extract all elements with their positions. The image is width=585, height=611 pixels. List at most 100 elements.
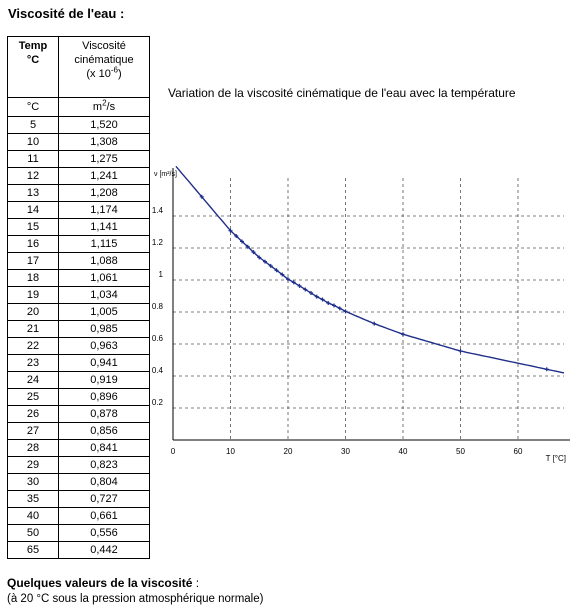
cell-viscosity: 0,661 (58, 507, 150, 525)
chart-title: Variation de la viscosité cinématique de… (168, 86, 516, 100)
x-tick-label: 0 (171, 447, 176, 456)
data-point (320, 297, 325, 302)
cell-temperature: 28 (7, 439, 59, 457)
cell-viscosity: 0,985 (58, 320, 150, 338)
table-row: 25 0,896 (7, 388, 150, 406)
cell-viscosity: 1,061 (58, 269, 150, 287)
cell-temperature: 5 (7, 116, 59, 134)
cell-viscosity: 0,823 (58, 456, 150, 474)
cell-temperature: 22 (7, 337, 59, 355)
table-body: 5 1,520 10 1,308 11 1,275 12 1,241 13 1,208 14 1,17… (7, 116, 150, 559)
table-header-row: Temp °C Viscosité cinématique (x 10-6) (7, 36, 150, 98)
footer-subtitle: (à 20 °C sous la pression atmosphérique … (7, 593, 264, 605)
cell-temperature: 19 (7, 286, 59, 304)
table-unit-row: °C m2/s (7, 97, 150, 117)
header-viscosity: Viscosité cinématique (x 10-6) (58, 36, 150, 98)
data-point (314, 294, 319, 299)
y-tick-label: 1.2 (152, 238, 164, 247)
data-point (343, 309, 348, 314)
cell-viscosity: 0,856 (58, 422, 150, 440)
cell-temperature: 40 (7, 507, 59, 525)
data-point (401, 332, 405, 337)
data-point (268, 263, 273, 268)
data-point (458, 349, 463, 354)
cell-viscosity: 1,308 (58, 133, 150, 151)
cell-temperature: 12 (7, 167, 59, 185)
table-row: 5 1,520 (7, 116, 150, 134)
data-point (297, 283, 302, 288)
unit-temperature: °C (7, 97, 59, 117)
cell-viscosity: 1,208 (58, 184, 150, 202)
table-row: 28 0,841 (7, 439, 150, 457)
cell-viscosity: 1,174 (58, 201, 150, 219)
data-point (372, 321, 377, 326)
data-point (228, 228, 233, 233)
data-point (280, 272, 285, 277)
table-row: 26 0,878 (7, 405, 150, 423)
table-row: 24 0,919 (7, 371, 150, 389)
cell-viscosity: 1,088 (58, 252, 150, 270)
cell-viscosity: 1,034 (58, 286, 150, 304)
table-row: 21 0,985 (7, 320, 150, 338)
cell-temperature: 29 (7, 456, 59, 474)
unit-viscosity: m2/s (58, 97, 150, 117)
table-row: 22 0,963 (7, 337, 150, 355)
cell-temperature: 30 (7, 473, 59, 491)
y-tick-label: 1 (159, 270, 164, 279)
cell-temperature: 24 (7, 371, 59, 389)
data-point (337, 306, 342, 311)
cell-viscosity: 0,878 (58, 405, 150, 423)
cell-viscosity: 1,275 (58, 150, 150, 168)
x-tick-label: 60 (514, 447, 523, 456)
table-row: 19 1,034 (7, 286, 150, 304)
cell-temperature: 16 (7, 235, 59, 253)
cell-viscosity: 1,520 (58, 116, 150, 134)
y-axis-label: ν [m²/s] (154, 171, 177, 178)
table-row: 18 1,061 (7, 269, 150, 287)
header-temp-unit: °C (26, 54, 40, 66)
data-point (199, 194, 204, 199)
cell-temperature: 25 (7, 388, 59, 406)
cell-temperature: 50 (7, 524, 59, 542)
page-title: Viscosité de l'eau : (8, 6, 125, 21)
cell-viscosity: 0,963 (58, 337, 150, 355)
cell-temperature: 26 (7, 405, 59, 423)
cell-viscosity: 1,241 (58, 167, 150, 185)
table-row: 13 1,208 (7, 184, 150, 202)
cell-viscosity: 0,804 (58, 473, 150, 491)
data-point (286, 277, 290, 282)
data-point (332, 303, 336, 308)
cell-viscosity: 0,442 (58, 541, 150, 559)
table-row: 17 1,088 (7, 252, 150, 270)
viscosity-table: Temp °C Viscosité cinématique (x 10-6) °… (7, 36, 150, 559)
cell-temperature: 15 (7, 218, 59, 236)
cell-temperature: 20 (7, 303, 59, 321)
y-tick-label: 1.4 (152, 206, 164, 215)
table-row: 14 1,174 (7, 201, 150, 219)
cell-temperature: 18 (7, 269, 59, 287)
table-row: 29 0,823 (7, 456, 150, 474)
cell-viscosity: 0,919 (58, 371, 150, 389)
cell-viscosity: 0,941 (58, 354, 150, 372)
table-row: 11 1,275 (7, 150, 150, 168)
data-point (291, 280, 296, 285)
cell-temperature: 65 (7, 541, 59, 559)
data-point (303, 287, 308, 292)
data-point (326, 301, 331, 306)
cell-temperature: 17 (7, 252, 59, 270)
cell-temperature: 27 (7, 422, 59, 440)
viscosity-chart: 0 10 20 30 40 50 60 0.2 0.4 0.6 0.8 1 1.2 1.4 T [°C] ν … (152, 165, 570, 463)
x-tick-label: 10 (226, 447, 235, 456)
header-visc-factor: (x 10-6) (86, 65, 122, 80)
table-row: 40 0,661 (7, 507, 150, 525)
table-row: 65 0,442 (7, 541, 150, 559)
footer-title: Quelques valeurs de la viscosité : (7, 576, 200, 590)
data-point (240, 239, 244, 244)
data-point (257, 255, 262, 260)
table-row: 35 0,727 (7, 490, 150, 508)
cell-viscosity: 1,141 (58, 218, 150, 236)
data-point (263, 259, 267, 264)
cell-viscosity: 0,896 (58, 388, 150, 406)
data-point (251, 250, 256, 255)
cell-temperature: 10 (7, 133, 59, 151)
